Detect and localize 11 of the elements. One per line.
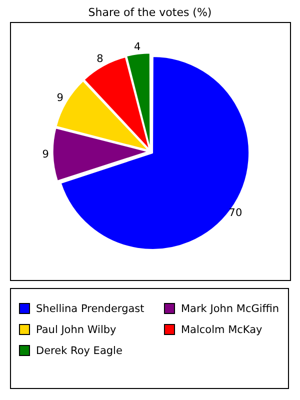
data-label: 70 [228,206,242,219]
data-label: 9 [56,92,64,104]
legend-label: Paul John Wilby [36,324,116,336]
data-label: 4 [134,41,141,54]
legend-label: Derek Roy Eagle [36,344,122,356]
data-label: 9 [42,148,49,161]
legend-label: Mark John McGiffin [181,302,280,314]
data-label: 8 [96,53,104,66]
legend-label: Shellina Prendergast [36,302,144,314]
chart-title: Share of the votes (%) [87,6,213,19]
legend-label: Malcolm McKay [181,324,262,336]
